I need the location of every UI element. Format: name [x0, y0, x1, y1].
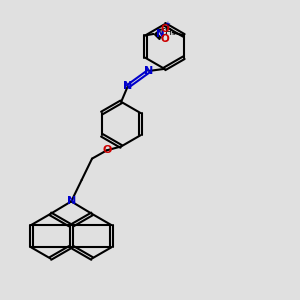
- Text: N: N: [67, 196, 76, 206]
- Text: CH₃: CH₃: [159, 28, 176, 37]
- Text: N: N: [145, 66, 154, 76]
- Text: O: O: [160, 34, 169, 44]
- Text: O: O: [102, 145, 112, 155]
- Text: +: +: [164, 21, 170, 27]
- Text: -: -: [164, 35, 168, 46]
- Text: O: O: [160, 24, 169, 34]
- Text: N: N: [156, 29, 164, 39]
- Text: N: N: [123, 81, 132, 92]
